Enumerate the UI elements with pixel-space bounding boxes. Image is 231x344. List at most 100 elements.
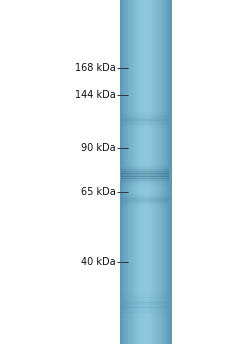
- Bar: [151, 0, 153, 344]
- Bar: [121, 302, 169, 303]
- Bar: [121, 111, 169, 112]
- Bar: [122, 0, 124, 344]
- Bar: [121, 123, 169, 125]
- Bar: [121, 183, 169, 184]
- Bar: [121, 307, 169, 308]
- Bar: [121, 166, 169, 167]
- Bar: [121, 196, 169, 197]
- Bar: [121, 205, 169, 206]
- Bar: [146, 0, 147, 344]
- Bar: [128, 0, 129, 344]
- Bar: [121, 184, 169, 185]
- Bar: [121, 115, 169, 116]
- Bar: [121, 178, 169, 179]
- Bar: [121, 196, 169, 197]
- Bar: [121, 205, 169, 206]
- Bar: [121, 202, 169, 203]
- Bar: [154, 0, 156, 344]
- Bar: [121, 194, 169, 195]
- Bar: [135, 0, 137, 344]
- Bar: [140, 0, 142, 344]
- Text: 90 kDa: 90 kDa: [81, 143, 116, 153]
- Text: 40 kDa: 40 kDa: [81, 257, 116, 267]
- Bar: [121, 203, 169, 204]
- Bar: [155, 0, 157, 344]
- Bar: [165, 0, 167, 344]
- Bar: [121, 180, 169, 181]
- Bar: [121, 119, 169, 120]
- Bar: [145, 0, 146, 344]
- Bar: [121, 174, 169, 175]
- Bar: [121, 182, 169, 183]
- Bar: [121, 294, 169, 295]
- Bar: [143, 0, 145, 344]
- Bar: [121, 298, 169, 299]
- Bar: [134, 0, 135, 344]
- Bar: [121, 0, 123, 344]
- Bar: [121, 112, 169, 113]
- Bar: [160, 0, 162, 344]
- Bar: [139, 0, 140, 344]
- Bar: [121, 115, 169, 116]
- Bar: [121, 125, 169, 126]
- Bar: [121, 302, 169, 303]
- Bar: [121, 118, 169, 119]
- Bar: [121, 205, 169, 206]
- Bar: [138, 0, 140, 344]
- Bar: [163, 0, 165, 344]
- Bar: [121, 173, 169, 174]
- Bar: [121, 178, 169, 179]
- Bar: [121, 312, 169, 313]
- Bar: [121, 127, 169, 128]
- Bar: [121, 310, 169, 311]
- Bar: [121, 125, 169, 126]
- Bar: [121, 120, 169, 121]
- Bar: [121, 204, 169, 205]
- Bar: [121, 303, 169, 304]
- Bar: [166, 0, 168, 344]
- Bar: [121, 122, 169, 123]
- Bar: [121, 296, 169, 297]
- Bar: [121, 173, 169, 174]
- Bar: [121, 311, 169, 312]
- Bar: [158, 0, 160, 344]
- Bar: [121, 298, 169, 299]
- Bar: [121, 197, 169, 198]
- Bar: [121, 300, 169, 301]
- Bar: [121, 121, 169, 122]
- Bar: [121, 171, 169, 172]
- Bar: [121, 122, 169, 123]
- Bar: [170, 0, 172, 344]
- Bar: [125, 0, 127, 344]
- Bar: [121, 197, 169, 198]
- Bar: [121, 195, 169, 196]
- Bar: [121, 194, 169, 195]
- Bar: [121, 314, 169, 315]
- Bar: [121, 203, 169, 204]
- Bar: [151, 0, 152, 344]
- Bar: [140, 0, 141, 344]
- Bar: [121, 166, 169, 168]
- Bar: [161, 0, 163, 344]
- Bar: [126, 0, 128, 344]
- Bar: [121, 297, 169, 298]
- Bar: [149, 0, 151, 344]
- Bar: [144, 0, 146, 344]
- Bar: [136, 0, 138, 344]
- Bar: [121, 167, 169, 168]
- Bar: [121, 316, 169, 318]
- Bar: [132, 0, 134, 344]
- Bar: [121, 198, 169, 199]
- Bar: [121, 292, 169, 293]
- Bar: [121, 204, 169, 205]
- Bar: [121, 123, 169, 124]
- Bar: [168, 0, 170, 344]
- Bar: [159, 0, 161, 344]
- Bar: [121, 169, 169, 170]
- Bar: [148, 0, 150, 344]
- Bar: [121, 177, 169, 178]
- Bar: [156, 0, 158, 344]
- Bar: [121, 165, 169, 166]
- Bar: [121, 170, 169, 171]
- Bar: [167, 0, 168, 344]
